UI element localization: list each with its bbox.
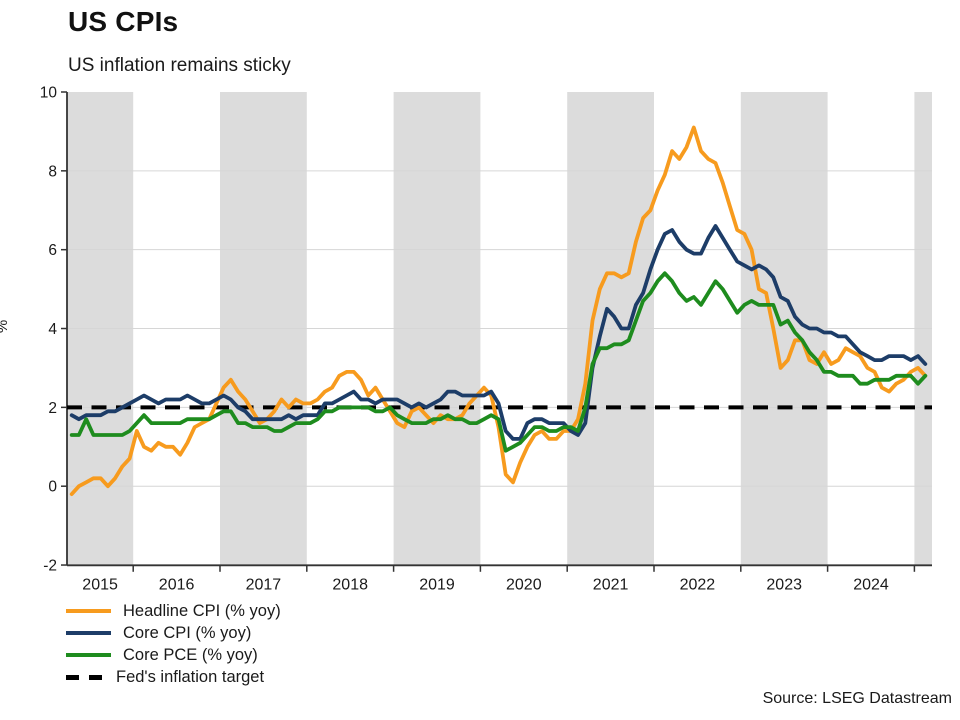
y-axis-tick-label: 2 [48, 400, 57, 417]
fed-target-dashed-swatch [66, 674, 104, 680]
x-axis-year-label: 2017 [246, 576, 282, 593]
legend-item-fed-target: Fed's inflation target [66, 666, 281, 688]
x-axis-year-label: 2021 [593, 576, 629, 593]
headline-cpi-line-swatch [66, 609, 111, 613]
x-axis-year-label: 2024 [853, 576, 889, 593]
legend-item-core-cpi: Core CPI (% yoy) [66, 622, 281, 644]
series-line-core-cpi [69, 224, 928, 441]
legend: Headline CPI (% yoy) Core CPI (% yoy) Co… [66, 600, 281, 688]
y-axis-tick-label: 6 [48, 242, 57, 259]
chart-title: US CPIs [68, 6, 179, 37]
source-credit: Source: LSEG Datastream [762, 690, 952, 707]
y-axis-tick-label: 8 [48, 163, 57, 180]
x-axis-year-label: 2018 [332, 576, 368, 593]
core-cpi-line-swatch [66, 631, 111, 635]
x-axis-year-label: 2023 [766, 576, 802, 593]
core-pce-line-swatch [66, 653, 111, 657]
y-axis-tick-label: 4 [48, 321, 57, 338]
y-axis-tick-label: 10 [40, 85, 58, 102]
x-axis-year-label: 2019 [419, 576, 455, 593]
y-axis-tick-label: 0 [48, 479, 57, 496]
x-axis-year-label: 2020 [506, 576, 542, 593]
legend-label: Core CPI (% yoy) [123, 623, 252, 642]
series-line-core-pce [69, 271, 928, 453]
y-axis-tick-label: -2 [43, 558, 57, 575]
chart-subtitle: US inflation remains sticky [68, 55, 291, 76]
legend-item-core-pce: Core PCE (% yoy) [66, 644, 281, 666]
legend-label: Fed's inflation target [116, 667, 265, 686]
x-axis-year-label: 2022 [680, 576, 716, 593]
legend-label: Core PCE (% yoy) [123, 645, 258, 664]
x-axis-year-label: 2015 [82, 576, 118, 593]
x-axis-year-label: 2016 [159, 576, 195, 593]
legend-label: Headline CPI (% yoy) [123, 601, 281, 620]
legend-item-headline-cpi: Headline CPI (% yoy) [66, 600, 281, 622]
